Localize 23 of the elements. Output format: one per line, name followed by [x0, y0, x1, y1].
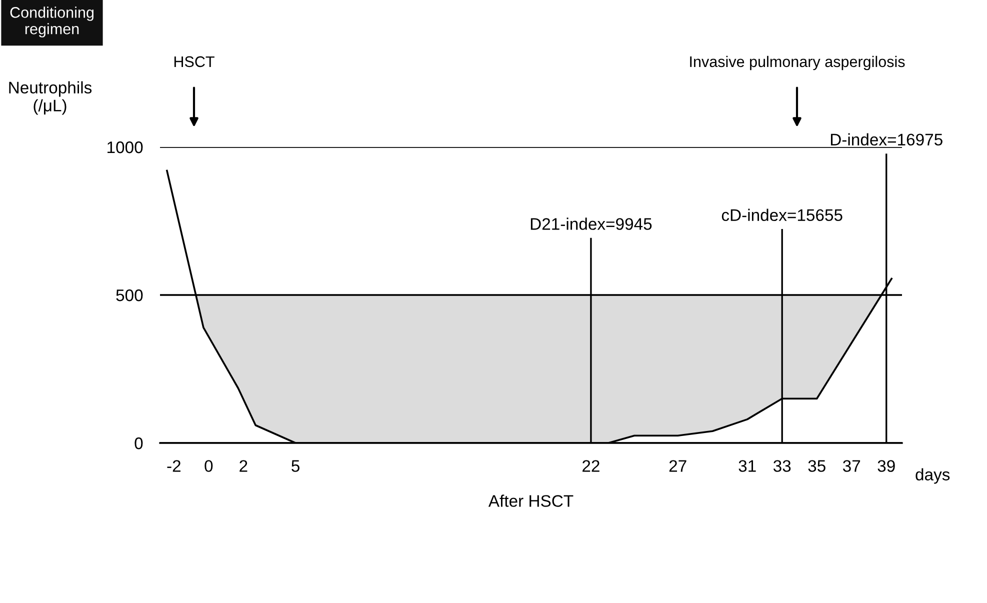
annotation: D21-index=9945	[530, 218, 652, 230]
text: D-index=16975	[830, 133, 942, 146]
x-tick-label: 0	[204, 460, 213, 472]
x-tick-label: 31	[738, 460, 756, 472]
y-tick-label: 0	[134, 437, 143, 450]
x-axis-title: After HSCT	[488, 494, 574, 507]
text: Invasive pulmonary aspergilosis	[690, 56, 905, 70]
x-tick-label: 39	[878, 460, 895, 472]
annotation: cD-index=15655	[722, 208, 842, 222]
x-tick-label: -2	[167, 460, 180, 472]
y-tick-label: 500	[116, 289, 143, 302]
x-tick-label: 35	[808, 460, 826, 472]
x-tick-label: 22	[582, 460, 600, 472]
text: Conditioning regimen	[10, 6, 94, 38]
x-tick-label: 5	[292, 460, 300, 472]
x-tick-label: 27	[669, 460, 686, 472]
text: HSCT	[174, 56, 214, 68]
y-tick-label: 1000	[108, 141, 143, 154]
x-tick-label: 33	[773, 460, 791, 472]
x-tick-label: 2	[240, 460, 248, 472]
x-tick-label: 37	[842, 460, 860, 472]
text: days	[916, 468, 950, 484]
y-axis-title: Neutrophils (/μL)	[9, 81, 92, 115]
